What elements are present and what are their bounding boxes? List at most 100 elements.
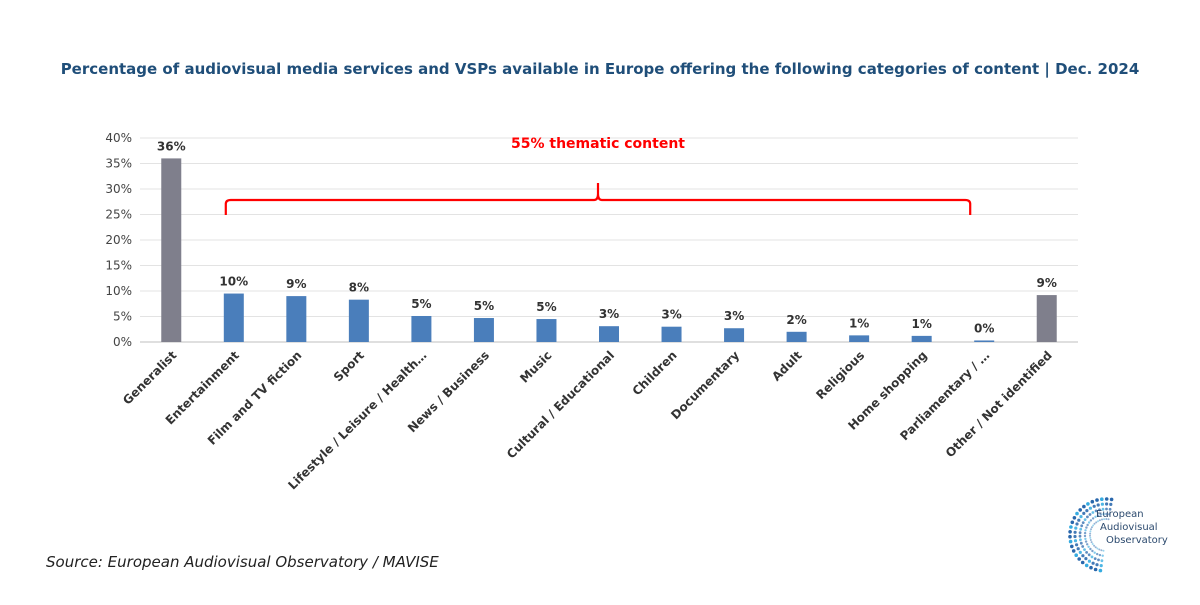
data-label: 2% xyxy=(786,313,806,327)
logo-dot xyxy=(1073,530,1077,534)
logo-dot xyxy=(1107,518,1110,521)
bar xyxy=(223,293,244,342)
logo-dot xyxy=(1094,515,1097,518)
logo-dot xyxy=(1105,518,1108,520)
bar xyxy=(536,319,557,342)
logo-dot xyxy=(1096,552,1099,556)
logo-dot xyxy=(1086,515,1089,519)
logo-dot xyxy=(1076,547,1080,551)
logo-dot xyxy=(1087,521,1091,524)
logo-dot xyxy=(1068,539,1073,544)
data-label: 9% xyxy=(286,277,306,291)
logo-dot xyxy=(1096,503,1100,507)
logo-dot xyxy=(1089,530,1092,533)
x-tick-label: Generalist xyxy=(120,348,179,407)
logo-dot xyxy=(1093,567,1098,572)
logo-dot xyxy=(1090,555,1094,559)
logo-dot xyxy=(1105,512,1108,516)
logo-dot xyxy=(1091,561,1095,565)
logo-dot xyxy=(1087,553,1091,557)
logo-dot xyxy=(1077,518,1081,522)
logo-dot xyxy=(1091,511,1095,514)
logo-dot xyxy=(1098,508,1101,512)
logo-dot xyxy=(1093,544,1096,547)
x-tick-label: Lifestyle / Leisure / Health… xyxy=(285,348,429,492)
x-tick-label: Cultural / Educational xyxy=(504,348,617,461)
logo-dot xyxy=(1104,497,1109,501)
logo-dot xyxy=(1079,527,1083,531)
x-tick-label: Documentary xyxy=(668,348,742,422)
logo-dot xyxy=(1089,532,1092,535)
logo-dot xyxy=(1098,519,1101,522)
logo-dot xyxy=(1096,547,1099,550)
bar xyxy=(599,326,619,342)
logo-dot xyxy=(1093,551,1096,554)
y-tick-label: 15% xyxy=(105,259,132,273)
logo-dot xyxy=(1100,497,1104,501)
bar xyxy=(161,158,182,342)
logo-dot xyxy=(1098,548,1101,551)
logo-dot xyxy=(1078,508,1082,512)
bar-chart: 0% 5% 10% 15% 20% 25% 30% 35% 40% 36% 10% 9% 8% 5% 5%… xyxy=(105,131,1078,492)
logo-dot xyxy=(1071,549,1076,553)
logo-dot xyxy=(1097,520,1099,523)
logo-dot xyxy=(1084,563,1089,568)
data-label: 5% xyxy=(536,300,556,314)
logo-dot xyxy=(1105,502,1109,506)
logo-dot xyxy=(1086,543,1089,546)
logo-dot xyxy=(1079,538,1082,542)
data-label: 1% xyxy=(911,317,931,331)
logo-dot xyxy=(1109,497,1114,502)
logo-dot xyxy=(1078,531,1082,535)
data-label: 8% xyxy=(349,281,369,295)
logo-dot xyxy=(1089,536,1092,539)
logo-dot xyxy=(1103,518,1106,521)
logo-dot xyxy=(1091,549,1094,553)
logo-dot xyxy=(1102,512,1105,516)
logo-dot xyxy=(1101,554,1104,557)
logo-line-2: Audiovisual xyxy=(1100,522,1158,533)
logo-dot xyxy=(1090,528,1092,531)
y-tick-label: 10% xyxy=(105,284,132,298)
bar xyxy=(286,296,307,342)
logo-dot xyxy=(1085,551,1088,554)
logo-dot xyxy=(1090,526,1093,529)
logo-dot xyxy=(1101,507,1105,511)
logo-dot xyxy=(1093,557,1097,560)
logo-dot xyxy=(1073,539,1078,543)
chart-title: Percentage of audiovisual media services… xyxy=(60,60,1140,78)
logo-dot xyxy=(1083,531,1087,535)
data-label: 10% xyxy=(219,275,248,289)
logo-dot xyxy=(1099,564,1103,568)
logo-dot xyxy=(1095,521,1098,524)
bar xyxy=(849,335,870,342)
data-label: 5% xyxy=(474,299,494,313)
y-tick-label: 5% xyxy=(113,310,132,324)
logo-dot xyxy=(1086,502,1090,506)
logo-dot xyxy=(1095,563,1099,567)
logo-dot xyxy=(1092,524,1095,527)
logo-dot xyxy=(1075,543,1079,547)
logo-dot xyxy=(1087,545,1090,548)
logo-dot xyxy=(1090,541,1093,544)
logo-dot xyxy=(1068,534,1072,539)
logo-dot xyxy=(1089,547,1092,551)
bar xyxy=(411,315,432,342)
logo-dot xyxy=(1096,514,1100,517)
logo-dot xyxy=(1091,543,1094,545)
logo-dot xyxy=(1090,499,1095,504)
data-label: 1% xyxy=(849,316,869,330)
bar xyxy=(1036,295,1057,342)
logo-dot xyxy=(1108,507,1112,511)
y-tick-label: 20% xyxy=(105,233,132,247)
y-tick-label: 0% xyxy=(113,335,132,349)
logo-dot xyxy=(1089,519,1093,522)
x-tick-label: Other / Not identified xyxy=(943,348,1055,460)
logo-dot xyxy=(1093,522,1096,525)
logo-dot xyxy=(1081,545,1085,548)
logo-dot xyxy=(1102,549,1105,552)
logo-dot xyxy=(1078,550,1082,554)
logo-dot xyxy=(1083,518,1087,521)
logo-dot xyxy=(1072,516,1077,520)
data-label: 3% xyxy=(599,307,619,321)
